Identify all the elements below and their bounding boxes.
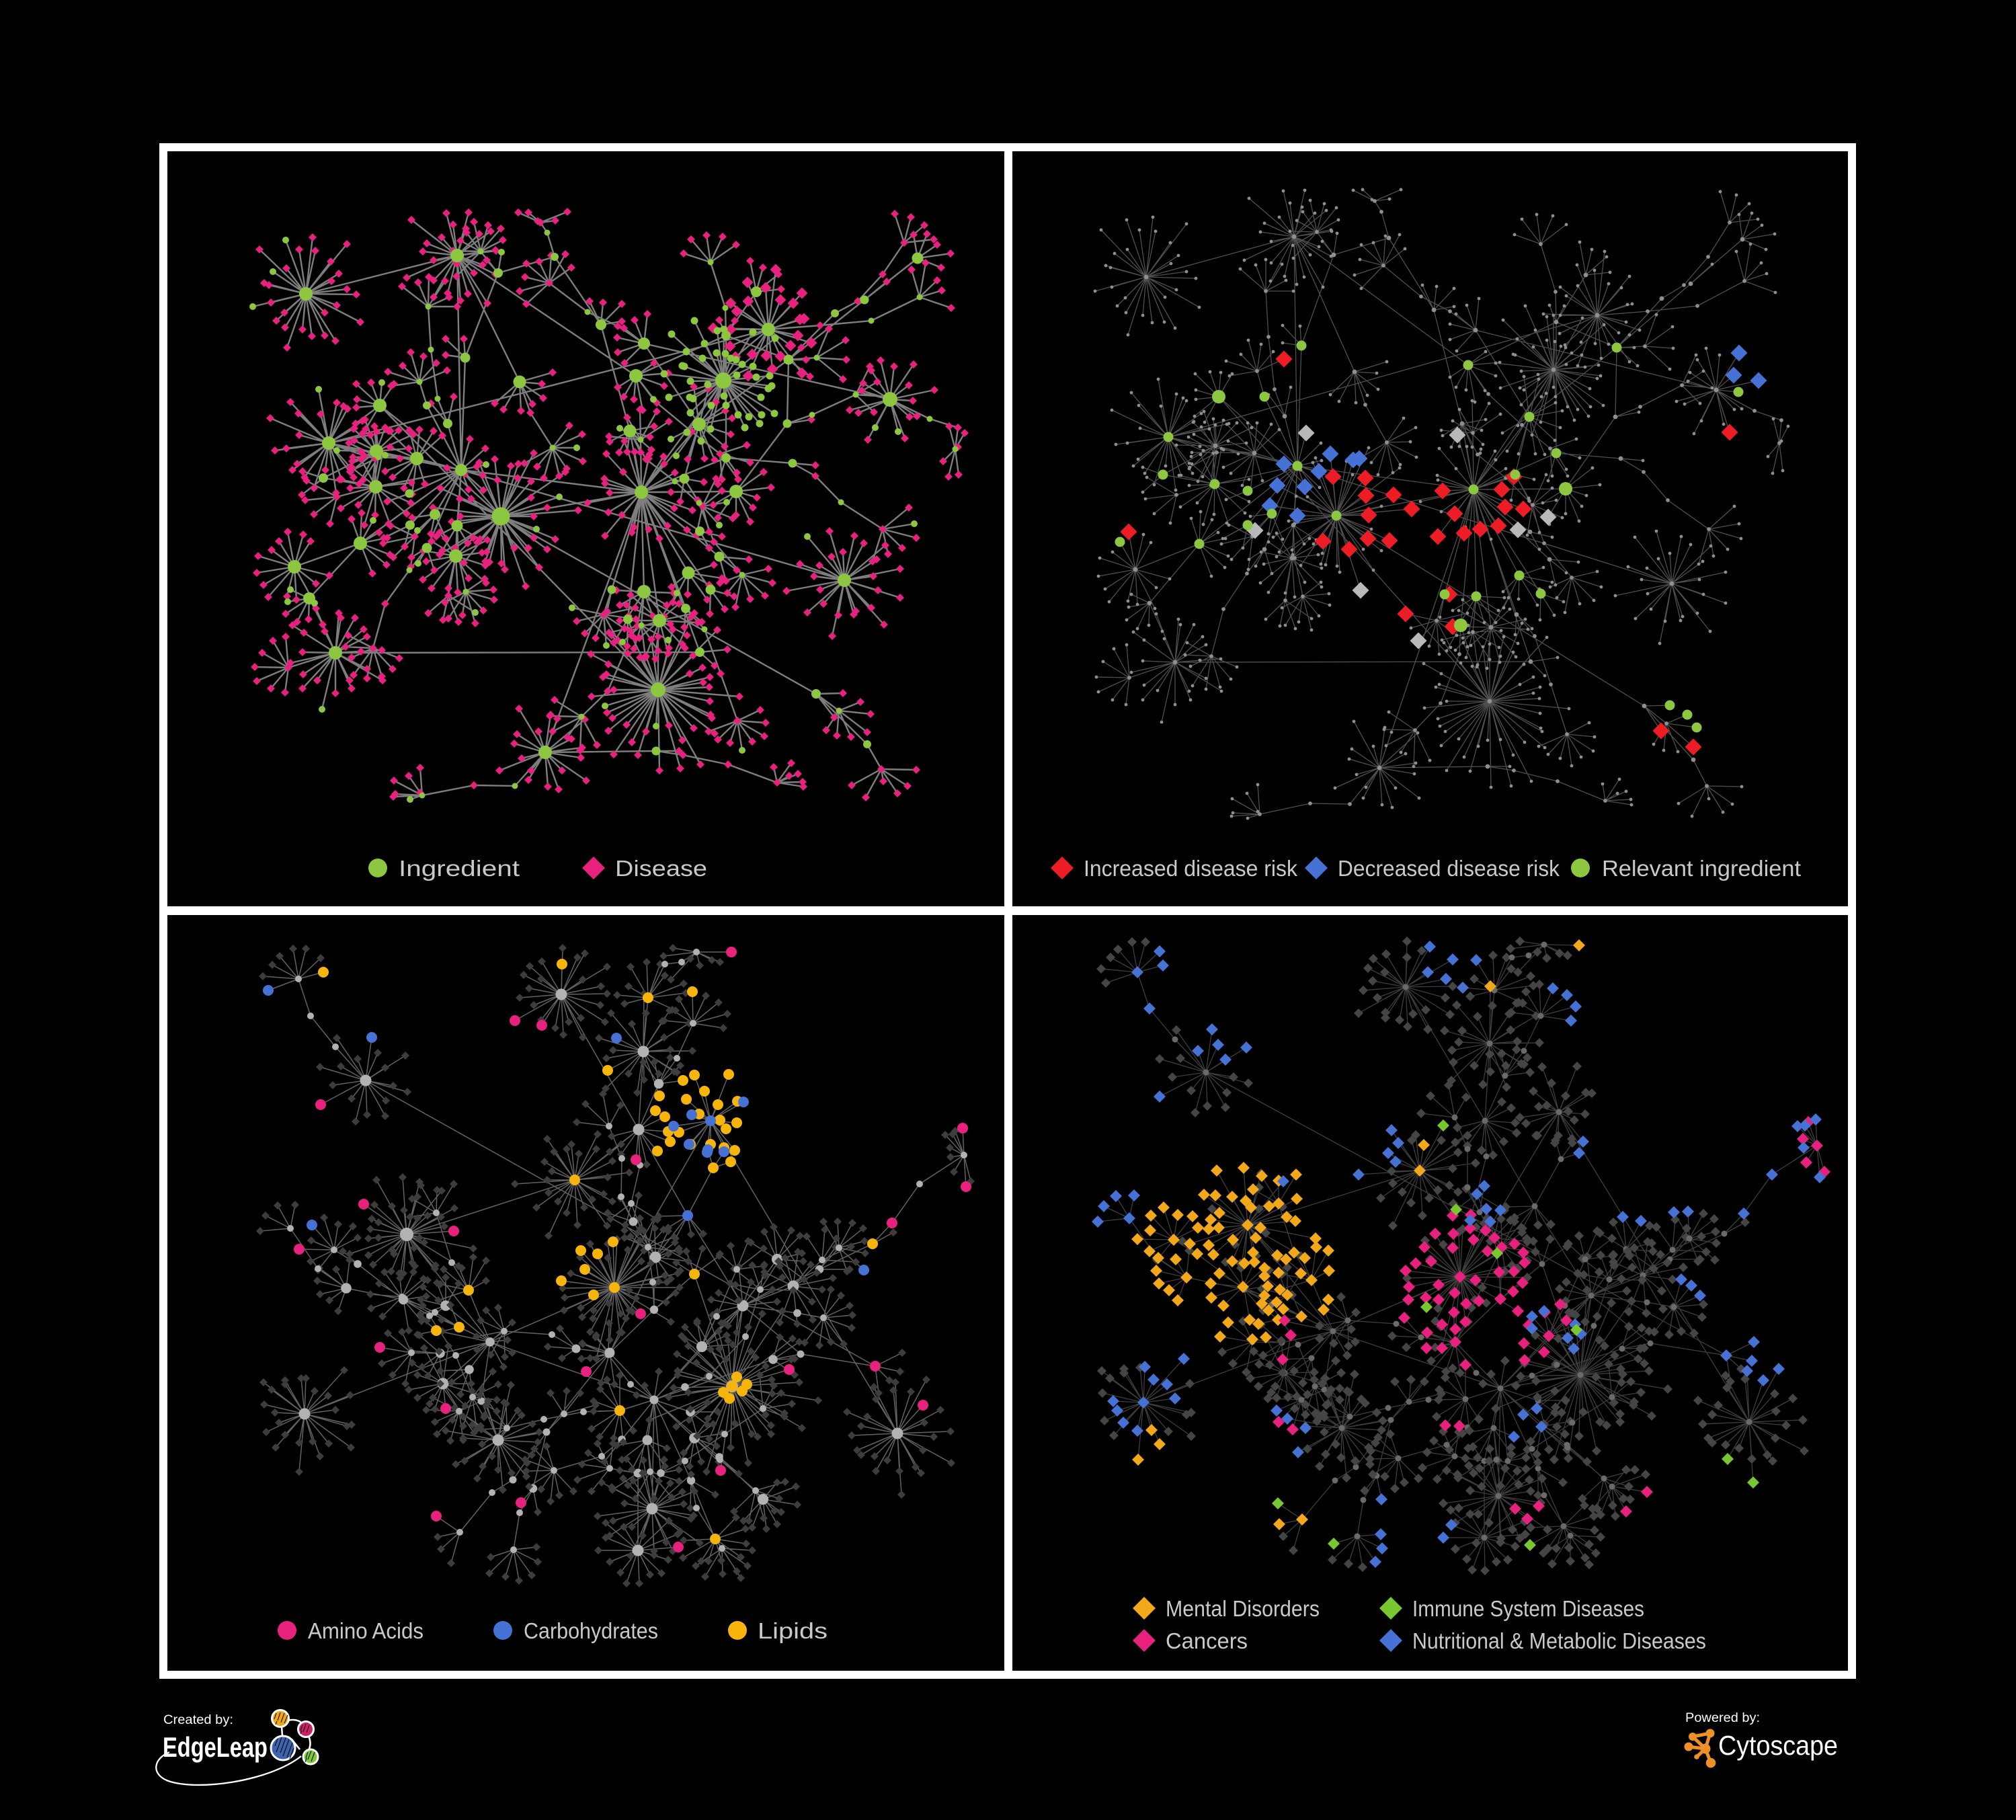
svg-text:Lipids: Lipids xyxy=(758,1618,828,1643)
svg-text:Disease: Disease xyxy=(615,856,707,881)
svg-text:Relevant ingredient: Relevant ingredient xyxy=(1602,856,1801,881)
svg-text:EdgeLeap: EdgeLeap xyxy=(163,1731,268,1763)
svg-text:Created by:: Created by: xyxy=(163,1713,233,1727)
svg-text:Carbohydrates: Carbohydrates xyxy=(524,1618,658,1643)
svg-text:Amino Acids: Amino Acids xyxy=(308,1618,424,1643)
svg-text:Powered by:: Powered by: xyxy=(1685,1711,1760,1725)
svg-text:Increased disease risk: Increased disease risk xyxy=(1084,856,1297,881)
svg-text:Mental Disorders: Mental Disorders xyxy=(1166,1596,1320,1621)
svg-text:Cytoscape: Cytoscape xyxy=(1718,1730,1838,1761)
svg-text:Nutritional & Metabolic Diseas: Nutritional & Metabolic Diseases xyxy=(1412,1628,1706,1653)
svg-text:Ingredient: Ingredient xyxy=(399,856,520,881)
svg-text:Decreased disease risk: Decreased disease risk xyxy=(1338,856,1560,881)
svg-text:Cancers: Cancers xyxy=(1166,1628,1248,1653)
svg-text:Immune System Diseases: Immune System Diseases xyxy=(1412,1596,1644,1621)
